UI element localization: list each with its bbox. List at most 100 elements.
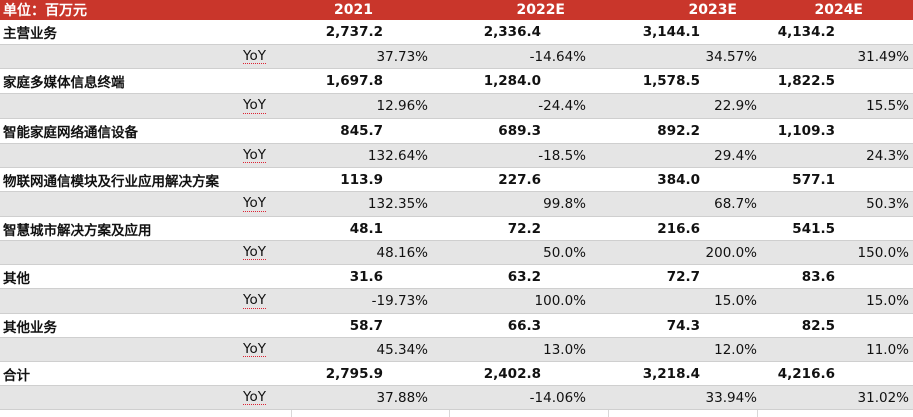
yoy-cell: -14.64% [529,48,586,65]
table-row: 其他业务 58.7 66.3 74.3 82.5 [0,314,913,338]
yoy-cell: -18.5% [538,147,586,164]
row-name: 家庭多媒体信息终端 [3,75,125,91]
value-cell: 227.6 [498,171,541,188]
value-cell: 72.7 [666,268,700,285]
table-body: 主营业务 2,737.2 2,336.4 3,144.1 4,134.2 YoY 37.73… [0,20,913,410]
yoy-label: YoY [243,243,266,261]
value-cell: 83.6 [801,268,835,285]
yoy-cell: 31.49% [857,48,909,65]
value-cell: 48.1 [349,220,383,237]
row-name: 合计 [3,367,30,384]
yoy-row: YoY 37.73% -14.64% 34.57% 31.49% [0,45,913,69]
table-row: 物联网通信模块及行业应用解决方案 113.9 227.6 384.0 577.1 [0,168,913,192]
header-2022e: 2022E [516,2,565,18]
value-cell: 2,402.8 [483,365,541,382]
yoy-cell: 33.94% [705,389,757,406]
yoy-cell: 100.0% [534,293,586,309]
yoy-cell: 24.3% [866,147,909,164]
yoy-cell: 15.0% [714,293,757,309]
value-cell: 58.7 [349,317,383,334]
table-row: 主营业务 2,737.2 2,336.4 3,144.1 4,134.2 [0,20,913,45]
value-cell: 2,737.2 [325,24,383,40]
yoy-label: YoY [243,340,266,358]
yoy-row: YoY 12.96% -24.4% 22.9% 15.5% [0,94,913,119]
value-cell: 1,697.8 [325,73,383,89]
value-cell: 3,144.1 [642,24,700,40]
yoy-cell: -19.73% [371,293,428,309]
yoy-label: YoY [243,292,266,309]
yoy-label: YoY [243,195,266,212]
row-name: 其他 [3,270,30,287]
yoy-cell: 37.73% [376,48,428,65]
value-cell: 845.7 [340,123,383,139]
yoy-cell: 48.16% [376,244,428,261]
row-name: 其他业务 [3,319,57,336]
value-cell: 384.0 [657,171,700,188]
yoy-cell: 12.96% [376,98,428,114]
yoy-cell: 31.02% [857,389,909,406]
yoy-row: YoY -19.73% 100.0% 15.0% 15.0% [0,289,913,314]
yoy-cell: 37.88% [376,389,428,406]
value-cell: 82.5 [801,317,835,334]
value-cell: 892.2 [657,123,700,139]
value-cell: 4,134.2 [777,24,835,40]
yoy-cell: 132.64% [367,147,428,164]
yoy-row: YoY 48.16% 50.0% 200.0% 150.0% [0,241,913,265]
value-cell: 577.1 [792,171,835,188]
value-cell: 63.2 [507,268,541,285]
table-row: 智能家庭网络通信设备 845.7 689.3 892.2 1,109.3 [0,119,913,144]
yoy-cell: -24.4% [538,98,586,114]
row-name: 主营业务 [3,26,57,42]
value-cell: 689.3 [498,123,541,139]
yoy-cell: 15.0% [866,293,909,309]
header-2024e: 2024E [814,2,863,18]
table-row: 合计 2,795.9 2,402.8 3,218.4 4,216.6 [0,362,913,386]
row-name: 智能家庭网络通信设备 [3,125,138,141]
yoy-cell: 99.8% [543,196,586,212]
value-cell: 1,578.5 [642,73,700,89]
yoy-row: YoY 132.35% 99.8% 68.7% 50.3% [0,192,913,217]
table-row: 其他 31.6 63.2 72.7 83.6 [0,265,913,289]
header-unit: 单位：百万元 [3,3,87,19]
value-cell: 2,336.4 [483,24,541,40]
table-row: 家庭多媒体信息终端 1,697.8 1,284.0 1,578.5 1,822.5 [0,69,913,94]
yoy-label: YoY [243,146,266,164]
row-name: 物联网通信模块及行业应用解决方案 [3,173,219,190]
yoy-cell: 13.0% [543,341,586,358]
yoy-cell: 45.34% [376,341,428,358]
header-2021: 2021 [334,2,373,18]
yoy-cell: 29.4% [714,147,757,164]
yoy-cell: 11.0% [866,341,909,358]
value-cell: 74.3 [666,317,700,334]
yoy-label: YoY [243,97,266,114]
value-cell: 66.3 [507,317,541,334]
yoy-label: YoY [243,388,266,406]
value-cell: 113.9 [340,171,383,188]
yoy-cell: -14.06% [529,389,586,406]
yoy-cell: 200.0% [705,244,757,261]
value-cell: 216.6 [657,220,700,237]
yoy-row: YoY 132.64% -18.5% 29.4% 24.3% [0,144,913,168]
value-cell: 31.6 [349,268,383,285]
value-cell: 1,822.5 [777,73,835,89]
yoy-cell: 50.0% [543,244,586,261]
value-cell: 72.2 [507,220,541,237]
yoy-row: YoY 37.88% -14.06% 33.94% 31.02% [0,386,913,410]
yoy-cell: 132.35% [367,196,428,212]
row-name: 智慧城市解决方案及应用 [3,222,152,239]
value-cell: 2,795.9 [325,365,383,382]
yoy-label: YoY [243,47,266,65]
yoy-row: YoY 45.34% 13.0% 12.0% 11.0% [0,338,913,362]
value-cell: 4,216.6 [777,365,835,382]
header-2023e: 2023E [688,2,737,18]
yoy-cell: 150.0% [857,244,909,261]
value-cell: 541.5 [792,220,835,237]
yoy-cell: 22.9% [714,98,757,114]
yoy-cell: 15.5% [866,98,909,114]
value-cell: 1,109.3 [777,123,835,139]
header-row: 单位：百万元 2021 2022E 2023E 2024E [0,0,913,20]
yoy-cell: 12.0% [714,341,757,358]
value-cell: 1,284.0 [483,73,541,89]
yoy-cell: 68.7% [714,196,757,212]
